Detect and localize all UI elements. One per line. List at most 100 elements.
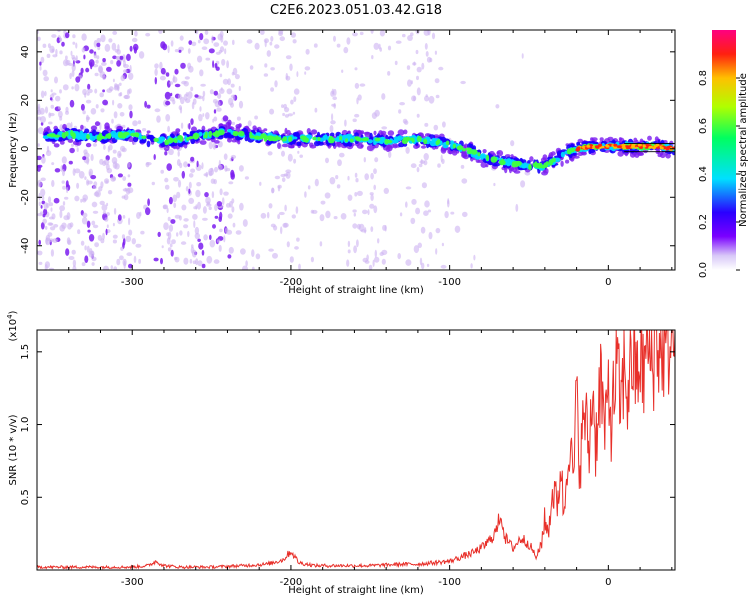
spectrogram-speckle: [154, 108, 161, 113]
spectrogram-speckle: [269, 41, 273, 46]
spectrogram-ridge-mark: [232, 131, 239, 135]
spectrogram-speckle: [369, 192, 374, 196]
spectrogram-speckle: [164, 151, 168, 156]
spectrogram-speckle: [413, 95, 416, 102]
spectrogram-speckle: [332, 96, 338, 101]
spectrogram-speckle: [205, 57, 211, 61]
spectrogram-speckle: [88, 59, 95, 67]
spectrogram-speckle: [209, 89, 214, 95]
spectrogram-ridge-mark: [463, 143, 469, 149]
spectrogram-speckle: [40, 90, 45, 99]
spectrogram-speckle: [48, 121, 53, 125]
spectrogram-speckle: [269, 108, 275, 115]
spectrogram-speckle: [281, 150, 285, 157]
spectrogram-speckle: [230, 154, 237, 159]
spectrogram-speckle: [419, 257, 423, 266]
snr-x-label: Height of straight line (km): [288, 585, 424, 596]
spectrogram-speckle: [94, 121, 101, 127]
spectrogram-speckle: [114, 84, 119, 90]
spectrogram-speckle: [299, 154, 304, 158]
spectrogram-ridge-mark: [329, 132, 335, 137]
spectrogram-speckle: [198, 242, 204, 250]
spectrogram-speckle: [356, 190, 363, 196]
spectrogram-speckle: [197, 238, 201, 242]
spectrogram-speckle: [421, 62, 425, 70]
spectrogram-speckle: [90, 153, 94, 162]
spectrogram-ridge-mark: [312, 136, 317, 141]
spectrogram-speckle: [290, 32, 296, 38]
spectrogram-ridge-mark: [568, 149, 572, 155]
spectrogram-speckle: [92, 224, 99, 229]
spectrogram-speckle: [362, 209, 368, 215]
spectrogram-speckle: [184, 76, 190, 80]
spectrogram-speckle: [336, 43, 341, 48]
spectrogram-speckle: [431, 32, 436, 40]
spectrogram-speckle: [189, 258, 193, 264]
spectrogram-speckle: [156, 115, 161, 123]
spectrogram-speckle: [131, 238, 136, 245]
spectrogram-speckle: [331, 103, 336, 107]
spectrogram-speckle: [410, 163, 417, 169]
spectrogram-ridge-mark: [296, 141, 302, 147]
spectrogram-ridge-mark: [179, 137, 184, 142]
spectrogram-speckle: [80, 67, 84, 74]
spectrogram-speckle: [169, 81, 174, 85]
spectrogram-speckle: [226, 88, 233, 95]
spectrogram-speckle: [82, 212, 88, 218]
spectrogram-speckle: [423, 153, 429, 161]
spectrogram-ridge-mark: [374, 137, 381, 142]
spectrogram-speckle: [410, 217, 416, 225]
spectrogram-speckle: [231, 198, 235, 204]
spectrogram-speckle: [520, 180, 526, 188]
spectrogram-speckle: [102, 232, 105, 241]
spectrogram-speckle: [135, 243, 142, 248]
spectrogram-speckle: [407, 79, 412, 87]
spectrogram-speckle: [170, 219, 176, 224]
spectrogram-speckle: [98, 66, 104, 74]
spectrogram-speckle: [280, 173, 286, 178]
x-tick-label: -100: [438, 277, 461, 288]
spectrogram-speckle: [405, 186, 412, 190]
spectrogram-speckle: [37, 103, 41, 112]
y-tick-label: -20: [20, 189, 31, 205]
spectrogram-speckle: [202, 90, 206, 97]
spectrogram-ridge-mark: [339, 136, 343, 141]
spectrogram-speckle: [420, 226, 426, 234]
spectrogram-speckle: [158, 30, 163, 34]
spectrogram-ridge-mark: [208, 130, 213, 138]
spectrogram-speckle: [62, 185, 67, 190]
spectrogram-speckle: [127, 187, 134, 194]
spectrogram-speckle: [162, 205, 167, 210]
spectrogram-speckle: [126, 252, 133, 257]
spectrogram-speckle: [363, 157, 366, 163]
spectrogram-speckle: [402, 33, 406, 38]
spectrogram-speckle: [43, 76, 49, 82]
spectrogram-speckle: [112, 99, 115, 106]
spectrogram-speckle: [174, 256, 180, 263]
y-tick-label: 0: [20, 146, 31, 152]
spectrogram-ridge-mark: [360, 144, 364, 148]
spectrogram-speckle: [70, 121, 73, 129]
spectrogram-speckle: [45, 237, 48, 245]
spectrogram-core-mark: [642, 144, 647, 148]
spectrogram-ridge-mark: [393, 136, 400, 141]
spectrogram-speckle: [266, 50, 271, 57]
spectrogram-speckle: [157, 231, 161, 237]
spectrogram-ridge-mark: [49, 133, 56, 137]
spectrogram-speckle: [172, 194, 178, 203]
spectrogram-speckle: [354, 82, 360, 89]
spectrogram-speckle: [199, 106, 202, 112]
spectrogram-ridge-mark: [214, 140, 220, 144]
spectrogram-speckle: [140, 230, 145, 235]
spectrogram-speckle: [290, 99, 294, 105]
spectrogram-speckle: [415, 49, 419, 55]
spectrogram-speckle: [173, 202, 177, 209]
spectrogram-speckle: [239, 202, 244, 211]
spectrogram-speckle: [232, 39, 235, 46]
spectrogram-ridge-mark: [373, 130, 377, 135]
spectrogram-ridge-mark: [490, 156, 498, 163]
spectrogram-speckle: [264, 39, 267, 48]
spectrogram-speckle: [221, 58, 226, 66]
spectrogram-speckle: [117, 214, 122, 221]
spectrogram-speckle: [116, 60, 121, 67]
